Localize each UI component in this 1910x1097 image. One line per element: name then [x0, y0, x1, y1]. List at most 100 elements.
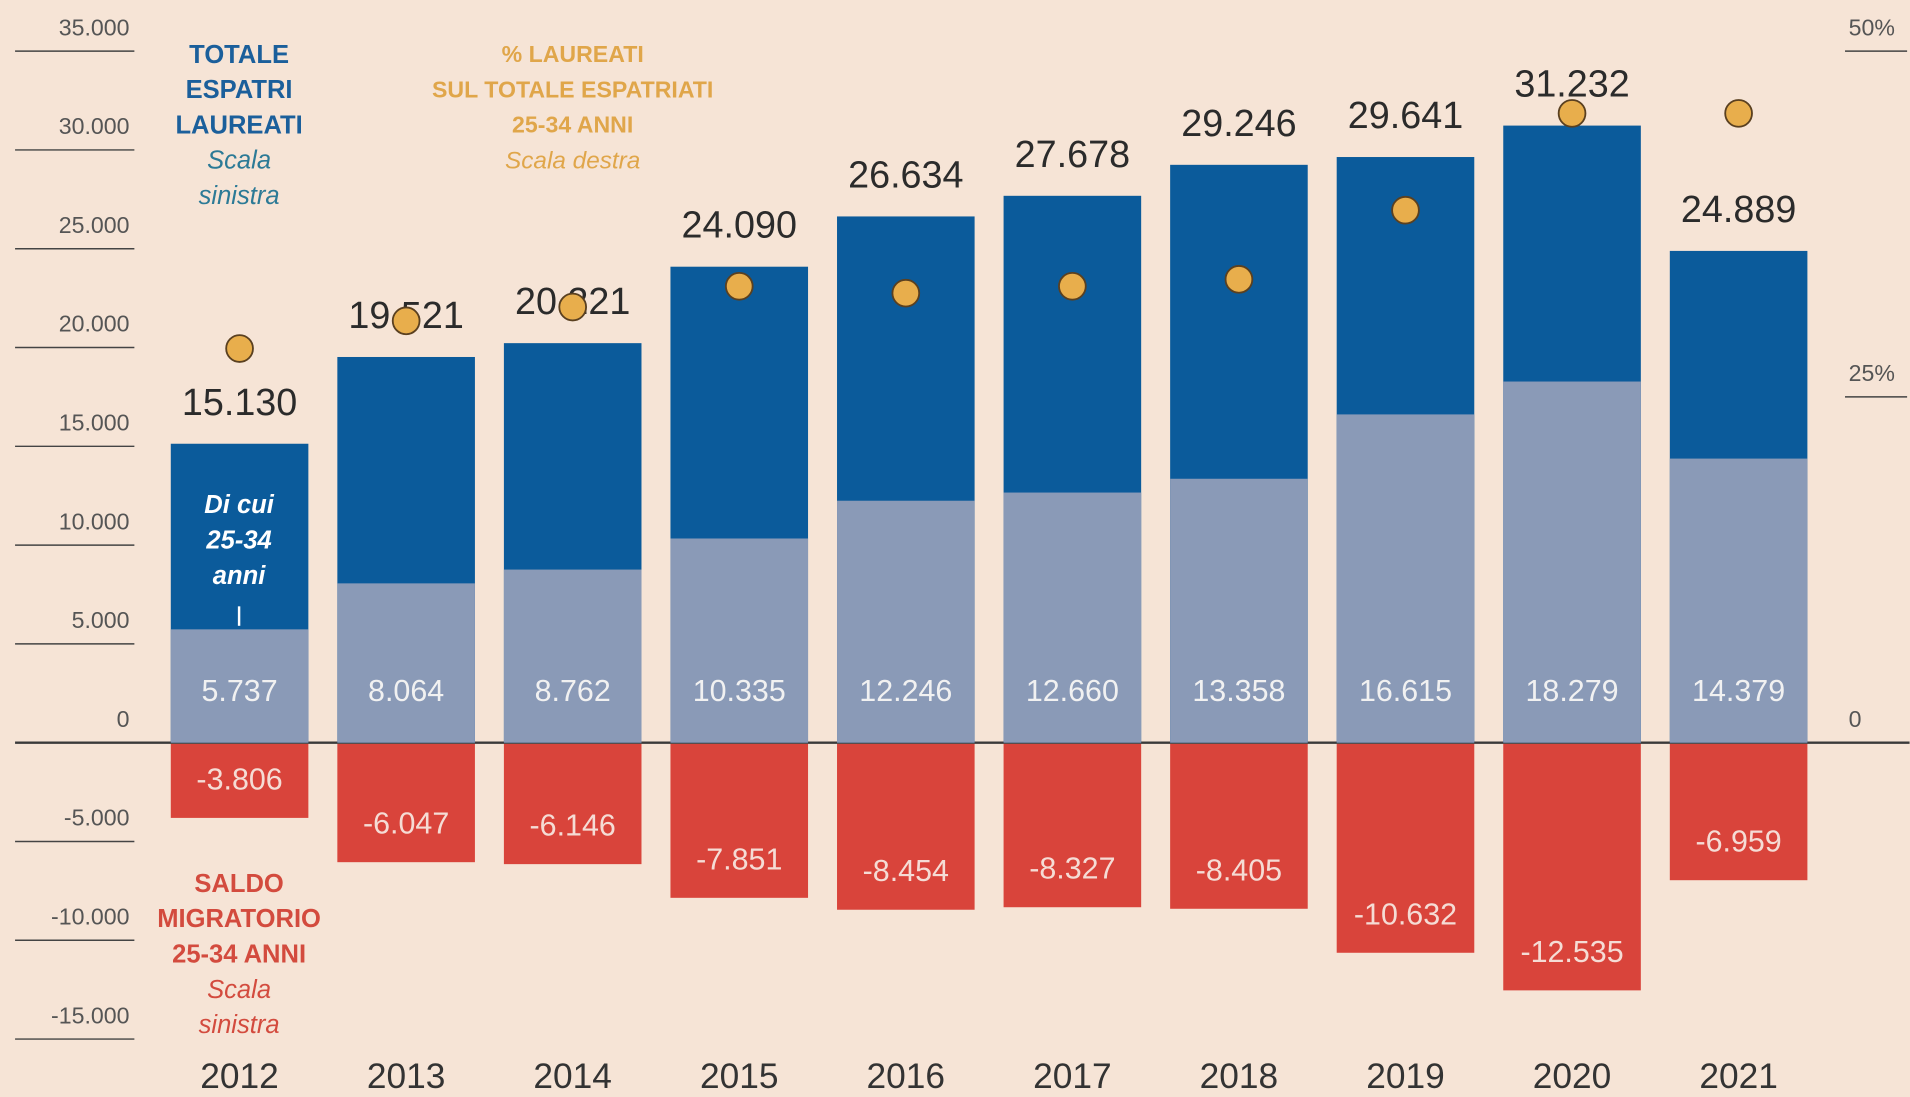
y2-tick-label: 25% [1849, 360, 1895, 386]
subset-label: 18.279 [1526, 674, 1619, 708]
subset-label: 12.246 [859, 674, 952, 708]
annotation: Scala destra [505, 147, 640, 174]
bar-balance [503, 743, 642, 865]
y-tick-label: -10.000 [51, 903, 129, 929]
bar-balance [1669, 743, 1808, 881]
subset-label: 13.358 [1192, 674, 1285, 708]
balance-label: -10.632 [1354, 897, 1457, 931]
annotation: Scala [207, 147, 271, 175]
annotation: 25-34 ANNI [512, 112, 633, 138]
x-tick-label: 2021 [1699, 1057, 1778, 1096]
x-tick-label: 2018 [1200, 1057, 1279, 1096]
bar-balance [337, 743, 475, 863]
balance-label: -12.535 [1520, 935, 1623, 969]
bar-subset [670, 538, 809, 743]
x-tick-label: 2020 [1533, 1057, 1612, 1096]
percent-dot [558, 292, 587, 322]
annotation: 25-34 [205, 527, 271, 555]
subset-label: 10.335 [693, 674, 786, 708]
bar-balance [170, 743, 309, 818]
y-tick-label: 25.000 [59, 212, 130, 238]
subset-label: 16.615 [1359, 674, 1452, 708]
total-label: 29.246 [1181, 102, 1296, 144]
y-tick-label: 15.000 [59, 410, 130, 436]
annotation: 25-34 ANNI [172, 941, 306, 969]
x-tick-label: 2017 [1033, 1057, 1112, 1096]
x-tick-label: 2012 [200, 1057, 279, 1096]
bar-balance [837, 743, 975, 910]
y-tick-label: 35.000 [59, 14, 130, 40]
annotation: Di cui [204, 491, 274, 519]
y-tick-label: 0 [117, 706, 130, 732]
bar-subset [1003, 492, 1142, 743]
bar-subset [1669, 458, 1808, 743]
percent-dot [1724, 99, 1753, 128]
bar-subset [1336, 414, 1475, 743]
x-tick-label: 2015 [700, 1057, 779, 1096]
annotation: Scala [207, 976, 271, 1004]
y2-tick-label: 50% [1849, 14, 1895, 40]
balance-label: -3.806 [196, 762, 282, 796]
total-label: 24.889 [1681, 188, 1796, 230]
annotation: MIGRATORIO [157, 905, 321, 933]
percent-dot [724, 271, 754, 301]
balance-label: -8.454 [863, 854, 949, 888]
percent-dot [225, 334, 254, 363]
balance-label: -8.405 [1196, 853, 1282, 887]
annotation: TOTALE [189, 41, 289, 69]
bar-subset [170, 629, 309, 743]
x-tick-label: 2016 [867, 1057, 946, 1096]
bar-subset [837, 500, 975, 743]
x-tick-label: 2013 [367, 1057, 446, 1096]
bar-balance [1170, 743, 1308, 909]
y-tick-label: 5.000 [72, 607, 130, 633]
total-label: 31.232 [1514, 63, 1629, 105]
bar-subset [1503, 381, 1641, 743]
y-tick-label: 30.000 [59, 113, 130, 139]
bar-balance [1336, 743, 1475, 953]
subset-label: 8.762 [535, 674, 611, 708]
balance-label: -8.327 [1029, 852, 1115, 886]
total-label: 15.130 [182, 381, 297, 423]
bar-subset [337, 583, 475, 743]
percent-dot [891, 278, 921, 308]
subset-label: 14.379 [1692, 674, 1785, 708]
annotation: ESPATRI [186, 76, 293, 104]
bar-balance [1503, 743, 1641, 991]
percent-dot [1224, 265, 1254, 294]
y-tick-label: -5.000 [64, 805, 130, 831]
total-label: 29.641 [1348, 94, 1463, 136]
subset-label: 5.737 [202, 674, 278, 708]
balance-label: -6.146 [530, 809, 616, 843]
annotation: sinistra [199, 182, 280, 210]
subset-label: 12.660 [1026, 674, 1119, 708]
y-tick-label: -15.000 [51, 1002, 129, 1028]
x-tick-label: 2019 [1366, 1057, 1445, 1096]
total-label: 26.634 [848, 153, 963, 195]
total-label: 24.090 [682, 204, 797, 246]
annotation: LAUREATI [175, 111, 302, 139]
percent-dot [391, 306, 421, 336]
balance-label: -6.959 [1695, 825, 1781, 859]
y2-tick-label: 0 [1849, 706, 1862, 732]
percent-dot [1557, 99, 1587, 128]
y-tick-label: 20.000 [59, 311, 130, 337]
bar-subset [1170, 478, 1308, 743]
subset-label: 8.064 [368, 674, 444, 708]
x-tick-label: 2014 [533, 1057, 612, 1096]
bar-balance [1003, 743, 1142, 908]
y-tick-label: 10.000 [59, 508, 130, 534]
percent-dot [1058, 271, 1087, 301]
total-label: 27.678 [1015, 133, 1130, 175]
annotation: % LAUREATI [502, 41, 644, 67]
annotation: SUL TOTALE ESPATRIATI [432, 76, 713, 102]
annotation: SALDO [194, 870, 283, 898]
percent-dot [1391, 195, 1420, 225]
annotation: sinistra [199, 1011, 280, 1039]
balance-label: -6.047 [363, 807, 449, 841]
bar-subset [503, 569, 642, 743]
bar-balance [670, 743, 809, 898]
balance-label: -7.851 [696, 842, 782, 876]
